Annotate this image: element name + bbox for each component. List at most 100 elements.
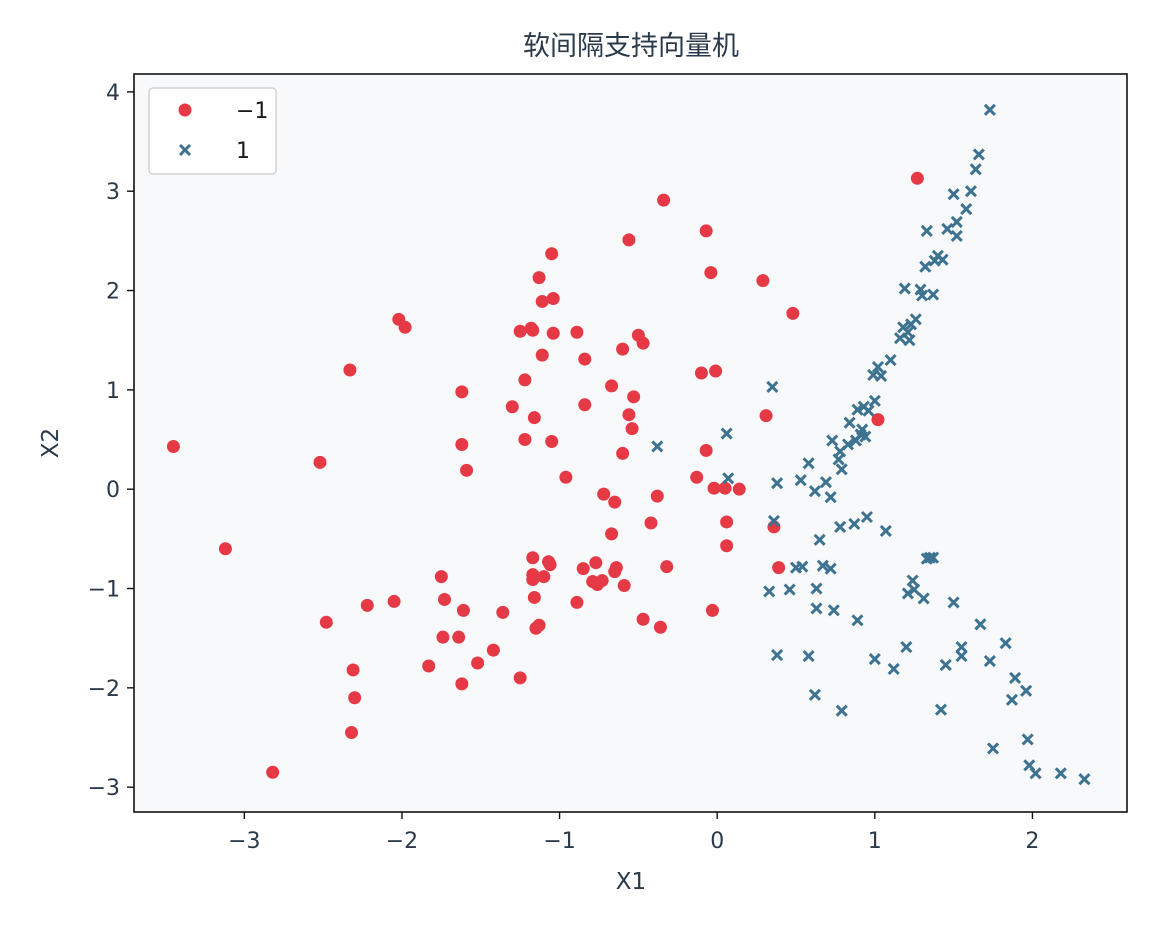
point-series-1-88	[709, 364, 723, 378]
point-series-2-62	[916, 289, 929, 302]
point-series-2-59	[908, 583, 921, 596]
point-series-2-84	[969, 163, 982, 176]
point-series-1-14	[434, 570, 448, 584]
point-series-1-40	[532, 271, 546, 285]
point-series-2-85	[972, 148, 985, 161]
point-series-2-73	[936, 253, 949, 266]
point-series-2-39	[859, 430, 872, 443]
point-series-2-64	[919, 260, 932, 273]
point-series-2-43	[868, 652, 881, 666]
point-series-1-6	[346, 663, 360, 677]
point-series-1-68	[617, 579, 631, 593]
point-series-1-92	[732, 482, 746, 496]
point-series-2-14	[808, 485, 821, 498]
point-series-1-41	[535, 294, 549, 308]
point-series-2-83	[964, 185, 978, 198]
point-series-1-26	[505, 400, 519, 414]
point-series-1-62	[605, 527, 619, 541]
point-series-1-76	[644, 516, 658, 530]
x-tick-label: −3	[228, 829, 260, 854]
point-series-1-48	[546, 326, 560, 340]
point-series-1-27	[513, 324, 527, 338]
point-series-2-29	[835, 704, 848, 717]
point-series-1-54	[578, 398, 592, 412]
y-tick-label: 1	[106, 379, 120, 404]
point-series-1-71	[625, 422, 639, 436]
point-series-2-49	[887, 662, 900, 676]
point-series-2-72	[934, 703, 948, 716]
point-series-2-55	[901, 587, 914, 600]
point-series-2-6	[771, 477, 784, 490]
point-series-2-74	[939, 658, 952, 672]
point-series-1-78	[653, 620, 667, 634]
point-series-2-60	[909, 313, 922, 326]
point-series-2-98	[1078, 773, 1091, 786]
point-series-1-59	[595, 574, 609, 588]
point-series-1-10	[387, 594, 401, 608]
point-series-1-87	[707, 481, 721, 495]
point-series-1-1	[218, 542, 232, 556]
point-series-1-43	[537, 570, 551, 584]
point-series-2-7	[771, 649, 784, 662]
point-series-1-52	[570, 595, 584, 609]
x-tick-label: −1	[543, 829, 575, 854]
legend-marker-circle	[178, 103, 192, 117]
point-series-2-30	[841, 438, 855, 451]
point-series-1-69	[622, 233, 636, 247]
point-series-1-80	[660, 560, 674, 574]
point-series-1-19	[455, 437, 469, 451]
x-tick-label: −2	[386, 829, 418, 854]
point-series-2-79	[950, 229, 963, 242]
point-series-2-88	[983, 654, 996, 668]
point-series-1-12	[398, 320, 412, 334]
point-series-2-0	[651, 440, 664, 453]
point-series-1-37	[527, 590, 541, 604]
point-series-2-3	[763, 585, 776, 598]
point-series-2-5	[767, 514, 780, 528]
point-series-2-96	[1029, 767, 1042, 780]
point-series-2-52	[898, 282, 911, 295]
point-series-1-98	[871, 413, 885, 427]
point-series-2-65	[920, 224, 933, 237]
point-series-2-78	[950, 215, 963, 229]
point-series-1-94	[759, 409, 773, 423]
x-axis-label: X1	[616, 869, 646, 895]
point-series-1-25	[496, 605, 510, 619]
point-series-1-66	[616, 342, 630, 356]
point-series-1-5	[343, 363, 357, 377]
point-series-1-36	[526, 573, 540, 587]
point-series-2-44	[868, 394, 881, 407]
legend: −1 1	[148, 87, 277, 175]
point-series-2-69	[927, 288, 940, 301]
legend-marker-x	[178, 143, 192, 157]
point-series-1-91	[720, 539, 734, 553]
point-series-2-56	[903, 334, 916, 347]
point-series-2-31	[843, 416, 856, 429]
point-series-2-87	[983, 103, 996, 116]
point-series-1-81	[690, 470, 704, 484]
point-series-1-3	[313, 455, 327, 469]
point-series-2-28	[835, 463, 848, 476]
point-series-1-29	[518, 433, 532, 447]
point-series-1-15	[438, 592, 452, 606]
x-tick-label: 1	[868, 829, 882, 854]
x-tick-label: 0	[710, 829, 724, 854]
point-series-1-70	[622, 408, 636, 422]
point-series-2-12	[802, 457, 815, 470]
y-tick-label: −3	[88, 776, 120, 801]
y-tick-label: −2	[88, 677, 120, 702]
point-series-1-22	[460, 463, 474, 477]
point-series-2-97	[1054, 767, 1067, 780]
point-series-1-96	[772, 561, 786, 575]
point-series-2-26	[834, 520, 847, 533]
point-series-2-75	[941, 222, 954, 236]
point-series-2-18	[813, 533, 826, 546]
point-series-2-11	[796, 560, 809, 573]
point-series-2-20	[819, 476, 833, 489]
point-series-1-16	[436, 630, 450, 644]
point-series-2-47	[879, 524, 892, 537]
point-series-1-20	[456, 603, 470, 617]
point-series-1-21	[455, 677, 469, 691]
point-series-2-90	[999, 637, 1012, 650]
point-series-1-82	[694, 366, 708, 380]
